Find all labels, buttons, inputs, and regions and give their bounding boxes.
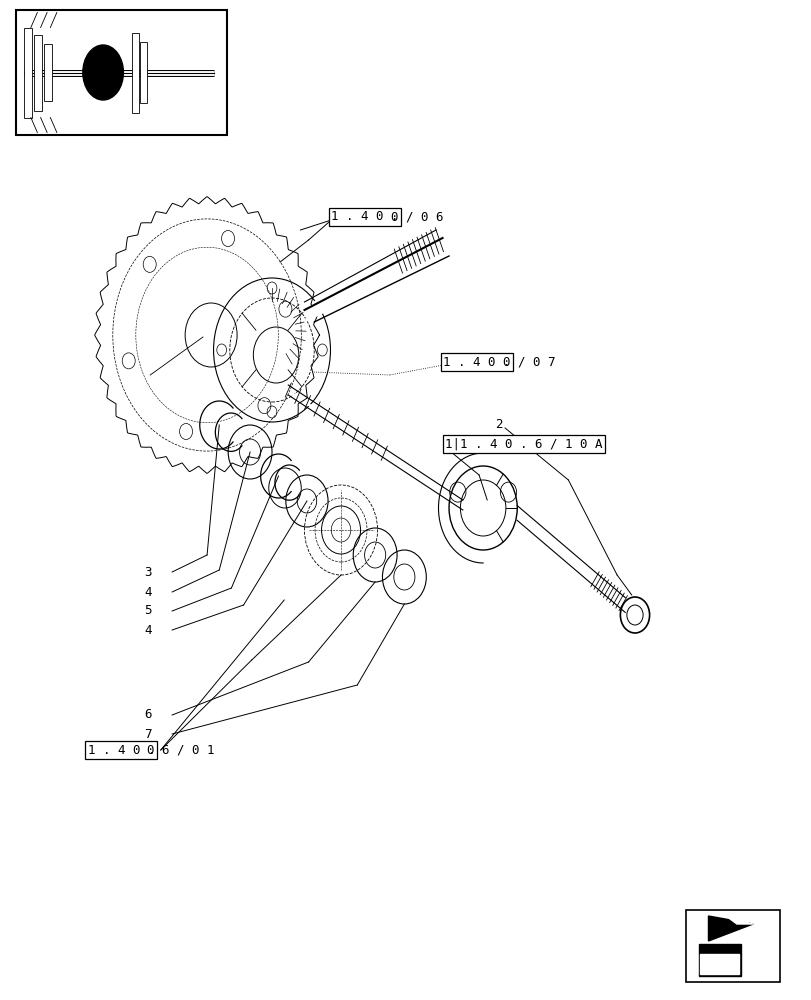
Text: 0 / 0 7: 0 / 0 7 bbox=[502, 356, 555, 368]
Bar bbox=[685, 910, 779, 982]
Polygon shape bbox=[699, 954, 738, 974]
Text: 1 . 4 0 .: 1 . 4 0 . bbox=[88, 744, 155, 756]
Text: 4: 4 bbox=[144, 585, 152, 598]
Text: 0 / 0 6: 0 / 0 6 bbox=[390, 211, 443, 224]
Bar bbox=[44, 44, 52, 101]
Text: 1|1 . 4 0 . 6 / 1 0 A: 1|1 . 4 0 . 6 / 1 0 A bbox=[444, 438, 602, 450]
Ellipse shape bbox=[83, 45, 123, 100]
Bar bbox=[139, 42, 147, 103]
Bar bbox=[131, 32, 139, 112]
Polygon shape bbox=[281, 386, 466, 509]
Polygon shape bbox=[707, 916, 752, 941]
Text: 0 6 / 0 1: 0 6 / 0 1 bbox=[147, 744, 214, 756]
Text: 5: 5 bbox=[144, 604, 152, 617]
Bar bbox=[34, 34, 42, 110]
Bar bbox=[16, 10, 227, 135]
Text: 4: 4 bbox=[144, 624, 152, 637]
Polygon shape bbox=[513, 506, 629, 612]
Polygon shape bbox=[304, 230, 444, 322]
Polygon shape bbox=[697, 944, 740, 976]
Text: 6: 6 bbox=[144, 708, 152, 722]
Text: 1 . 4 0 .: 1 . 4 0 . bbox=[443, 356, 510, 368]
Text: 7: 7 bbox=[144, 728, 152, 740]
Bar bbox=[24, 27, 32, 117]
Polygon shape bbox=[727, 918, 752, 924]
Text: 1 . 4 0 .: 1 . 4 0 . bbox=[331, 211, 398, 224]
Text: 3: 3 bbox=[144, 566, 152, 578]
Text: 2: 2 bbox=[495, 418, 502, 432]
